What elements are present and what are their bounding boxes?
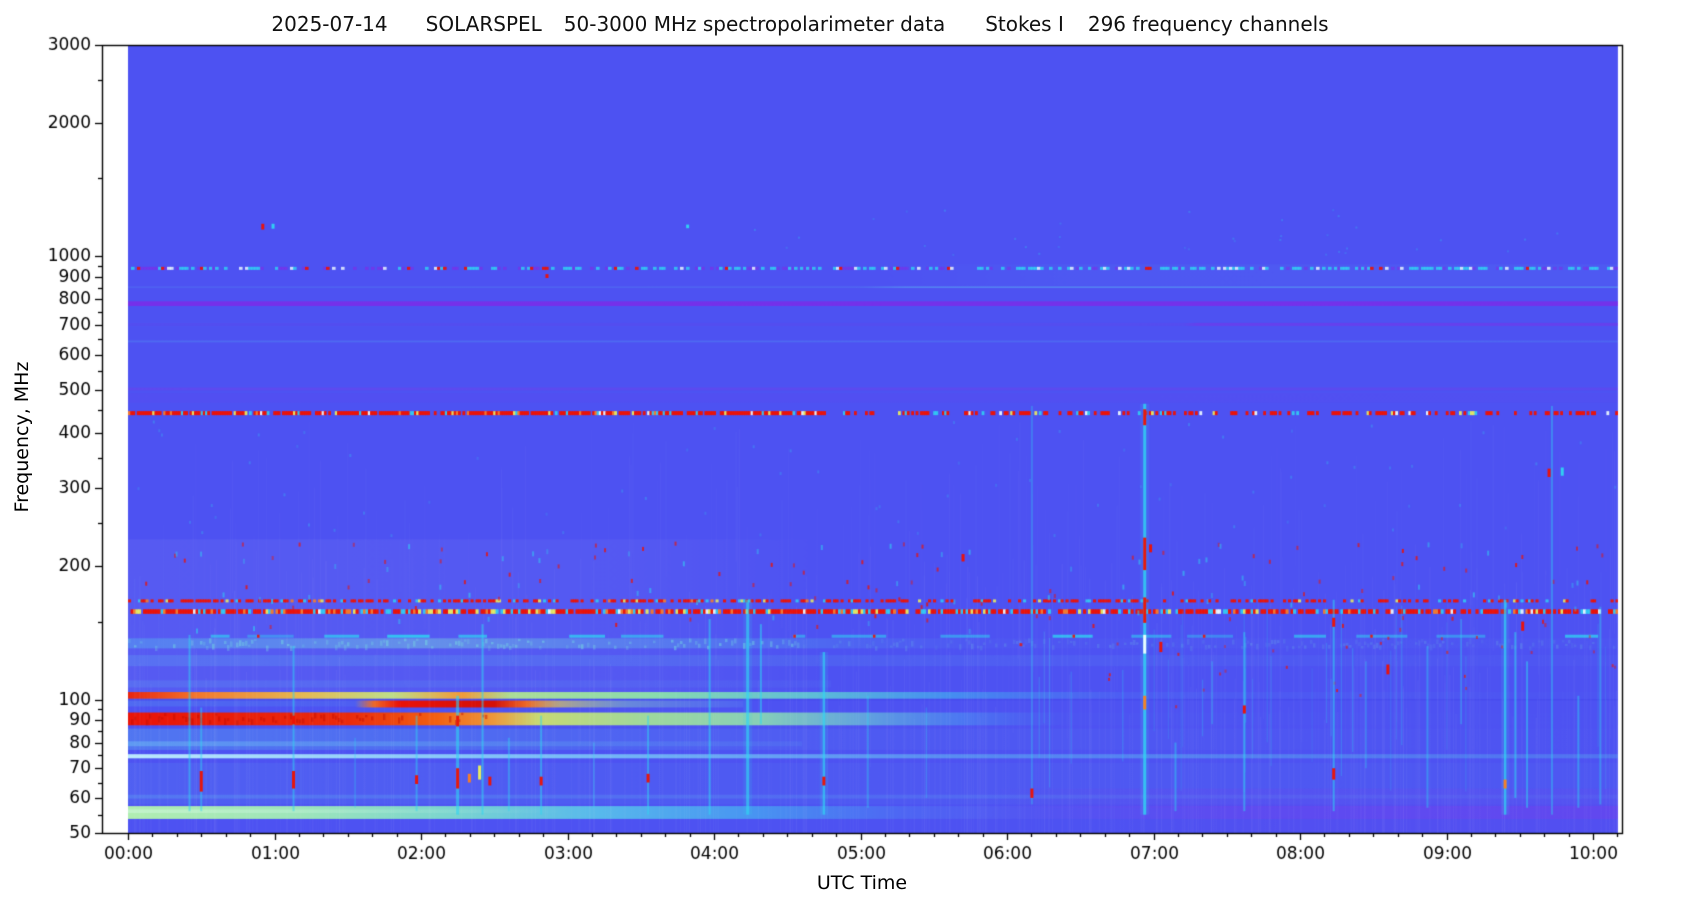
spectrogram-canvas bbox=[0, 0, 1687, 906]
spectrogram-figure: 2025-07-14 SOLARSPEL 50-3000 MHz spectro… bbox=[0, 0, 1687, 906]
